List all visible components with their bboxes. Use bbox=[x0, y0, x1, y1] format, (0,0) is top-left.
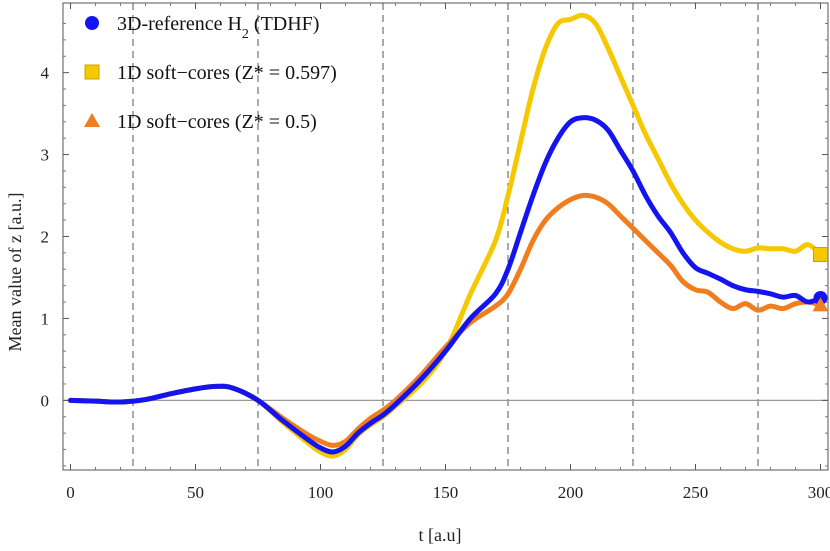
vertical-marker-lines bbox=[132, 3, 759, 470]
legend-marker-triangle bbox=[84, 113, 100, 127]
x-tick-label-100: 100 bbox=[308, 483, 334, 502]
y-tick-label-2: 2 bbox=[41, 228, 50, 247]
series-line-circle bbox=[68, 115, 823, 455]
y-tick-label-1: 1 bbox=[41, 309, 50, 328]
legend-label: 1D soft−cores (Z* = 0.5) bbox=[117, 111, 317, 133]
series-dash-overlay bbox=[70, 385, 397, 453]
legend: 3D-reference H2 (TDHF) 1D soft−cores (Z* … bbox=[84, 13, 337, 133]
x-tick-label-150: 150 bbox=[433, 483, 459, 502]
series-layer bbox=[68, 12, 823, 459]
y-axis-title: Mean value of z [a.u.] bbox=[5, 193, 25, 352]
x-tick-label-0: 0 bbox=[66, 483, 75, 502]
x-axis-title: t [a.u] bbox=[419, 525, 462, 545]
series-end-marker-triangle bbox=[812, 297, 829, 312]
x-tick-label-200: 200 bbox=[558, 483, 584, 502]
legend-item-square: 1D soft−cores (Z* = 0.597) bbox=[84, 62, 337, 84]
x-tick-label-300: 300 bbox=[808, 483, 830, 502]
x-tick-label-50: 50 bbox=[187, 483, 204, 502]
y-tick-label-0: 0 bbox=[41, 391, 50, 410]
y-tick-label-4: 4 bbox=[41, 64, 50, 83]
y-tick-label-3: 3 bbox=[41, 146, 50, 165]
x-tick-label-250: 250 bbox=[683, 483, 709, 502]
legend-label: 3D-reference H2 (TDHF) bbox=[117, 13, 319, 42]
x-axis-ticks: 0 50 100 150 200 250 300 bbox=[66, 3, 830, 502]
legend-marker-circle bbox=[85, 16, 99, 30]
legend-label: 1D soft−cores (Z* = 0.597) bbox=[117, 62, 337, 84]
legend-item-circle: 3D-reference H2 (TDHF) bbox=[85, 13, 319, 42]
legend-item-triangle: 1D soft−cores (Z* = 0.5) bbox=[84, 111, 317, 133]
y-axis-ticks: 0 1 2 3 4 bbox=[41, 22, 828, 467]
legend-marker-square bbox=[84, 64, 100, 80]
end-markers bbox=[812, 247, 829, 312]
series-end-marker-square bbox=[813, 247, 828, 263]
